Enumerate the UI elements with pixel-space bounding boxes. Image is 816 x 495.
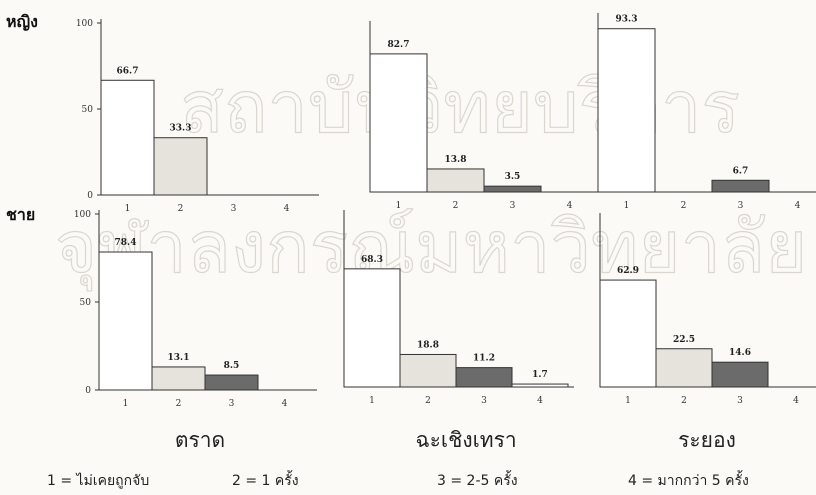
x-tick-label: 4 [795,201,801,211]
x-tick-label: 1 [625,396,631,406]
x-tick-label: 1 [624,201,630,211]
data-label: 82.7 [388,40,410,50]
x-tick-label: 3 [510,201,516,211]
x-tick-label: 1 [396,201,402,211]
bar [511,383,569,388]
y-tick-label: 0 [85,386,91,396]
data-label: 14.6 [729,348,751,358]
legend-item-2: 2 = 1 ครั้ง [232,473,299,489]
bar [655,348,713,388]
data-label: 11.2 [473,354,495,364]
data-label: 22.5 [673,335,695,345]
x-tick-label: 3 [737,396,743,406]
data-label: 78.4 [115,238,137,248]
x-tick-label: 4 [567,201,573,211]
x-tick-label: 2 [425,396,431,406]
row-label-male: ชาย [6,205,36,224]
bar [711,179,770,193]
data-label: 93.3 [616,15,638,25]
data-label: 1.7 [532,370,548,380]
bar [151,366,206,391]
x-tick-label: 4 [793,396,799,406]
data-label: 6.7 [733,166,749,176]
row-label-female: หญิง [6,12,38,31]
bar [98,251,153,391]
y-tick-label: 50 [82,105,94,115]
x-tick-label: 3 [481,396,487,406]
data-label: 13.8 [445,155,467,165]
y-tick-label: 100 [76,19,93,29]
panel-0: 0 50 100 66.7 1 33.3 2 3 4 [76,19,319,214]
data-label: 3.5 [505,172,521,182]
bar [343,268,401,388]
y-tick-label: 0 [87,191,93,201]
x-tick-label: 4 [284,204,290,214]
x-tick-label: 3 [738,201,744,211]
bar [204,374,259,391]
data-label: 68.3 [361,255,383,265]
x-tick-label: 4 [282,399,288,409]
panel-3: 0 50 100 78.4 1 13.1 2 8.5 3 4 [74,210,317,409]
bar [369,53,428,193]
panel-5: 62.9 1 22.5 2 14.6 3 4 [599,213,816,406]
x-tick-label: 3 [231,204,237,214]
x-tick-label: 2 [176,399,182,409]
bar [597,28,656,193]
province-label-chachoengsao: ฉะเชิงเทรา [415,428,517,452]
x-tick-label: 1 [369,396,375,406]
bar [599,279,657,388]
bar [426,168,485,193]
panel-4: 68.3 1 18.8 2 11.2 3 1.7 4 [343,210,574,406]
legend-item-1: 1 = ไม่เคยถูกจับ [47,473,150,489]
bar [455,367,513,388]
province-label-trat: ตราด [174,428,226,452]
x-tick-label: 2 [681,396,687,406]
y-tick-label: 50 [80,298,92,308]
bar [483,185,542,193]
x-tick-label: 2 [178,204,184,214]
legend-item-3: 3 = 2-5 ครั้ง [437,473,518,489]
x-tick-label: 1 [125,204,131,214]
y-tick-label: 100 [74,210,91,220]
legend-item-4: 4 = มากกว่า 5 ครั้ง [628,473,749,489]
bar [153,137,208,196]
data-label: 62.9 [617,266,639,276]
x-tick-label: 2 [453,201,459,211]
x-tick-label: 3 [229,399,235,409]
x-tick-label: 1 [123,399,129,409]
bar [100,79,155,196]
x-tick-label: 4 [537,396,543,406]
data-label: 66.7 [117,66,139,76]
province-label-rayong: ระยอง [678,428,736,452]
data-label: 18.8 [417,340,439,350]
x-tick-label: 2 [681,201,687,211]
data-label: 33.3 [170,124,192,134]
data-label: 13.1 [168,353,190,363]
bar [399,353,457,388]
panel-2: 93.3 1 2 6.7 3 4 [597,13,816,211]
data-label: 8.5 [224,361,240,371]
panel-1: 82.7 1 13.8 2 3.5 3 4 [369,21,604,211]
bar [711,361,769,388]
